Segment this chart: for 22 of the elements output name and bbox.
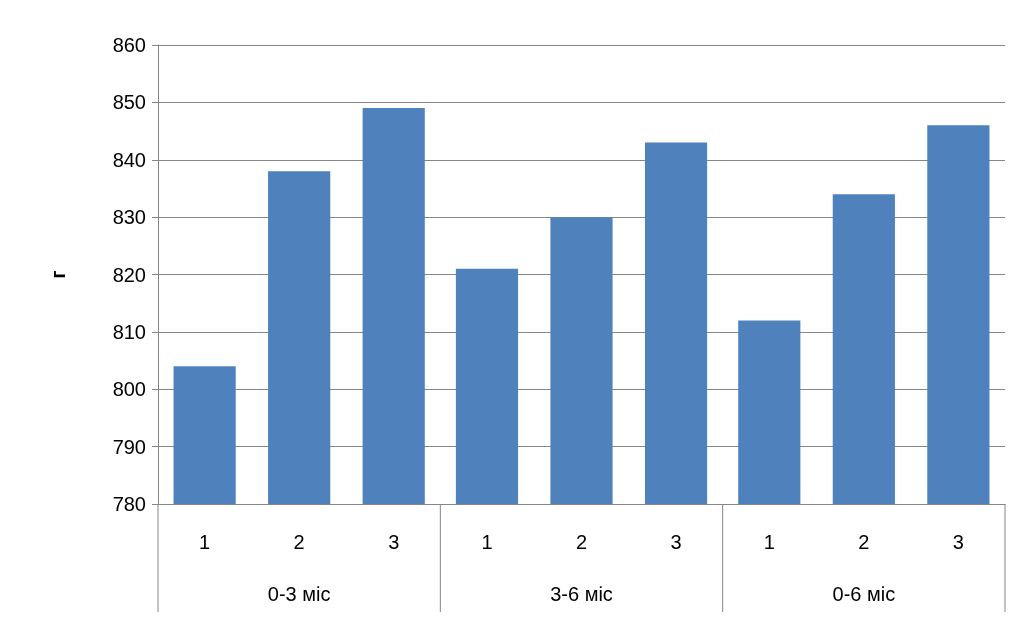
series-label: 1 — [199, 531, 211, 553]
y-axis-title: г — [47, 270, 69, 279]
series-label: 2 — [293, 531, 305, 553]
text: 1 — [763, 531, 775, 553]
y-tick-label: 780 — [112, 493, 146, 515]
series-label: 3 — [388, 531, 400, 553]
x-tick-label: 0-6 міс — [832, 583, 896, 605]
y-tick-label: 830 — [112, 206, 146, 229]
text: 2 — [858, 531, 870, 553]
y-tick-label: 800 — [112, 378, 146, 401]
text: 1 — [481, 531, 493, 553]
y-tick-label: 860 — [112, 34, 146, 56]
text: 2 — [575, 531, 588, 553]
y-tick-label: 820 — [112, 263, 146, 286]
x-tick-label: 0-3 міс — [267, 583, 331, 605]
y-tick-label: 810 — [112, 320, 146, 343]
y-tick-label: 790 — [112, 435, 146, 458]
text: 3 — [670, 531, 682, 553]
text: 3 — [952, 531, 964, 553]
y-tick-label: 850 — [112, 91, 146, 114]
x-tick-label: 3-6 міс — [550, 583, 613, 605]
y-tick-label: 840 — [112, 148, 146, 171]
